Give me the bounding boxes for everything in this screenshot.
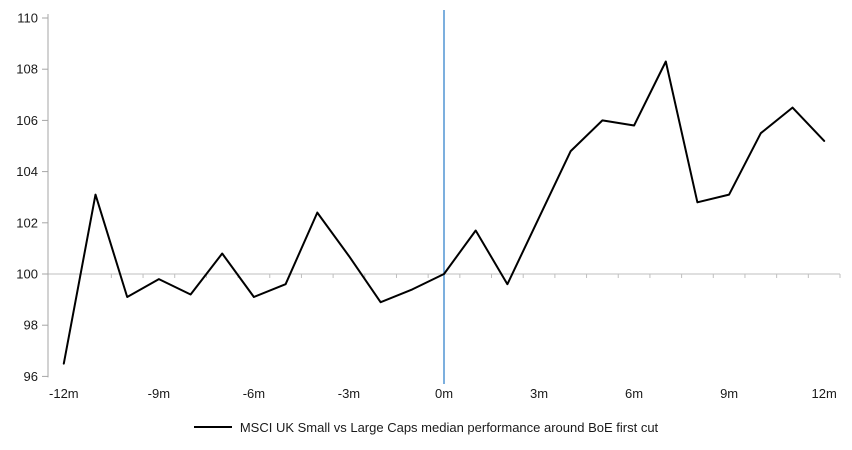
y-tick-label: 106 <box>16 113 38 128</box>
axis-layer <box>42 14 49 378</box>
x-tick-label: 6m <box>625 386 643 401</box>
x-tick-label: -6m <box>243 386 265 401</box>
line-chart: 96 98 100 102 104 106 108 110 -12m -9m -6m -3m 0m 3m 6… <box>16 10 841 402</box>
y-tick-label: 108 <box>16 62 38 77</box>
x-tick-label: -12m <box>49 386 79 401</box>
x-tick-label: 12m <box>812 386 837 401</box>
x-tick-label: -9m <box>148 386 170 401</box>
chart-legend: MSCI UK Small vs Large Caps median perfo… <box>0 414 852 440</box>
series-line <box>62 60 826 365</box>
y-tick-label: 96 <box>24 369 38 384</box>
legend-line-sample <box>193 426 232 428</box>
x-tick-label: 0m <box>435 386 453 401</box>
y-tick-label: 102 <box>16 215 38 230</box>
axis-label-layer: 96 98 100 102 104 106 108 110 -12m -9m -6m -3m 0m 3m 6… <box>16 11 837 402</box>
y-tick-label: 100 <box>16 267 38 282</box>
y-tick-label: 104 <box>16 164 38 179</box>
x-tick-label: 9m <box>720 386 738 401</box>
y-tick-label: 110 <box>17 11 38 26</box>
y-tick-label: 98 <box>24 318 38 333</box>
x-tick-label: -3m <box>338 386 360 401</box>
series-layer <box>62 60 826 365</box>
x-tick-label: 3m <box>530 386 548 401</box>
legend-label: MSCI UK Small vs Large Caps median perfo… <box>239 419 659 435</box>
